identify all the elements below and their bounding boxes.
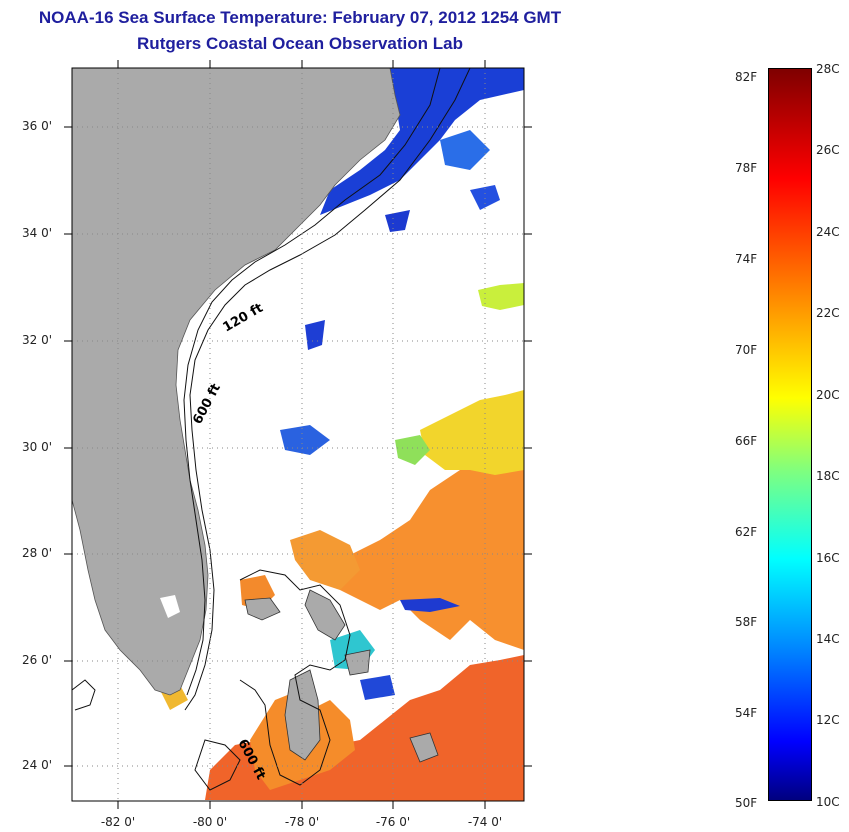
sst-patch-green <box>395 435 430 465</box>
colorbar-label-74f: 74F <box>735 252 758 266</box>
island-grand-bahama <box>244 597 281 621</box>
colorbar-label-54f: 54F <box>735 706 758 720</box>
colorbar-label-66f: 66F <box>735 434 758 448</box>
map-frame <box>71 67 525 802</box>
colorbar-label-10c: 10C <box>816 795 840 809</box>
cold-water-north <box>320 68 524 215</box>
island-abaco <box>304 589 346 641</box>
sst-patch-orange-east <box>340 440 524 650</box>
island-bahamas-south <box>409 732 439 763</box>
contour-bahamas-bank <box>239 569 351 786</box>
lat-label-30: 30 0' <box>22 440 53 454</box>
lat-label-36: 36 0' <box>22 119 53 133</box>
cold-water-patch-f <box>400 598 460 612</box>
colorbar-label-20c: 20C <box>816 388 840 402</box>
colorbar-label-28c: 28C <box>816 62 840 76</box>
colorbar-label-26c: 26C <box>816 143 840 157</box>
cold-water-patch-a <box>440 130 490 170</box>
colorbar-label-12c: 12C <box>816 713 840 727</box>
contour-120ft <box>183 68 441 696</box>
map-title: NOAA-16 Sea Surface Temperature: Februar… <box>38 8 562 27</box>
contour-600ft <box>184 68 471 711</box>
cold-water-patch-g <box>360 675 395 700</box>
colorbar-label-82f: 82F <box>735 70 758 84</box>
temperature-colorbar <box>768 68 812 801</box>
sst-patch-yellow <box>420 390 524 475</box>
colorbar-label-18c: 18C <box>816 469 840 483</box>
lat-label-24: 24 0' <box>22 758 53 772</box>
colorbar-label-22c: 22C <box>816 306 840 320</box>
colorbar-label-16c: 16C <box>816 551 840 565</box>
colorbar-label-50f: 50F <box>735 796 758 810</box>
map-subtitle: Rutgers Coastal Ocean Observation Lab <box>137 34 463 53</box>
colorbar-label-58f: 58F <box>735 615 758 629</box>
contour-cuba-shelf <box>194 739 241 791</box>
colorbar-label-78f: 78F <box>735 161 758 175</box>
contour-florida-bay <box>72 679 96 711</box>
depth-contours <box>72 68 471 791</box>
lon-label-74: -74 0' <box>467 815 503 829</box>
lat-label-34: 34 0' <box>22 226 53 240</box>
sst-patch-yellowgreen <box>478 283 524 310</box>
map-ticks <box>64 60 532 809</box>
graticule <box>72 68 524 801</box>
lon-label-78: -78 0' <box>284 815 320 829</box>
colorbar-label-70f: 70F <box>735 343 758 357</box>
colorbar-label-62f: 62F <box>735 525 758 539</box>
colorbar-label-14c: 14C <box>816 632 840 646</box>
cold-water-patch-c <box>385 210 410 232</box>
lake-okeechobee <box>160 595 180 618</box>
lat-label-26: 26 0' <box>22 653 53 667</box>
cold-water-patch-d <box>305 320 325 350</box>
colorbar-label-24c: 24C <box>816 225 840 239</box>
cold-water-patch-b <box>470 185 500 210</box>
lon-label-76: -76 0' <box>375 815 411 829</box>
lat-label-28: 28 0' <box>22 546 53 560</box>
island-eleuthera <box>344 649 371 676</box>
island-andros <box>284 669 321 761</box>
map-area: 120 ft 600 ft 600 ft <box>72 68 524 801</box>
lon-label-80: -80 0' <box>192 815 228 829</box>
land <box>72 68 439 763</box>
sst-patch-orange-mid <box>290 530 360 590</box>
lat-label-32: 32 0' <box>22 333 53 347</box>
lon-label-82: -82 0' <box>100 815 136 829</box>
